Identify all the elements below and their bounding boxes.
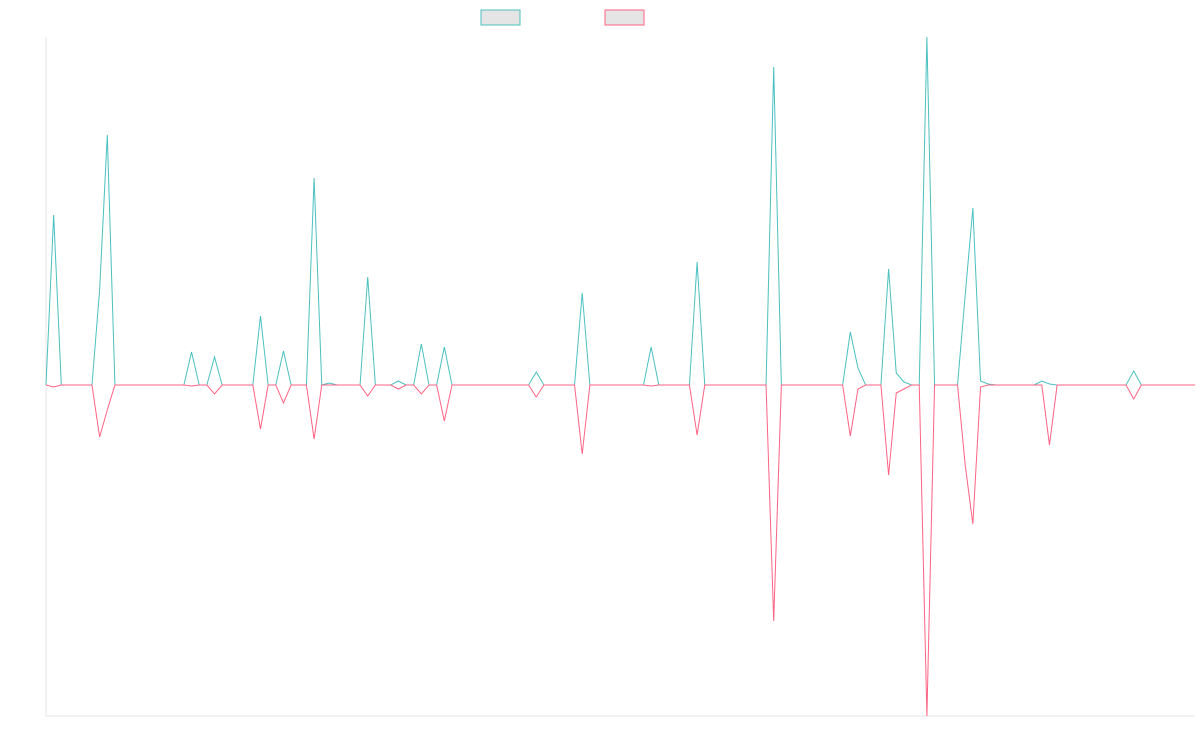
legend-swatch [604, 9, 645, 26]
series-line [45, 384, 1195, 717]
series-line [45, 36, 1195, 386]
legend-swatch [480, 9, 521, 26]
